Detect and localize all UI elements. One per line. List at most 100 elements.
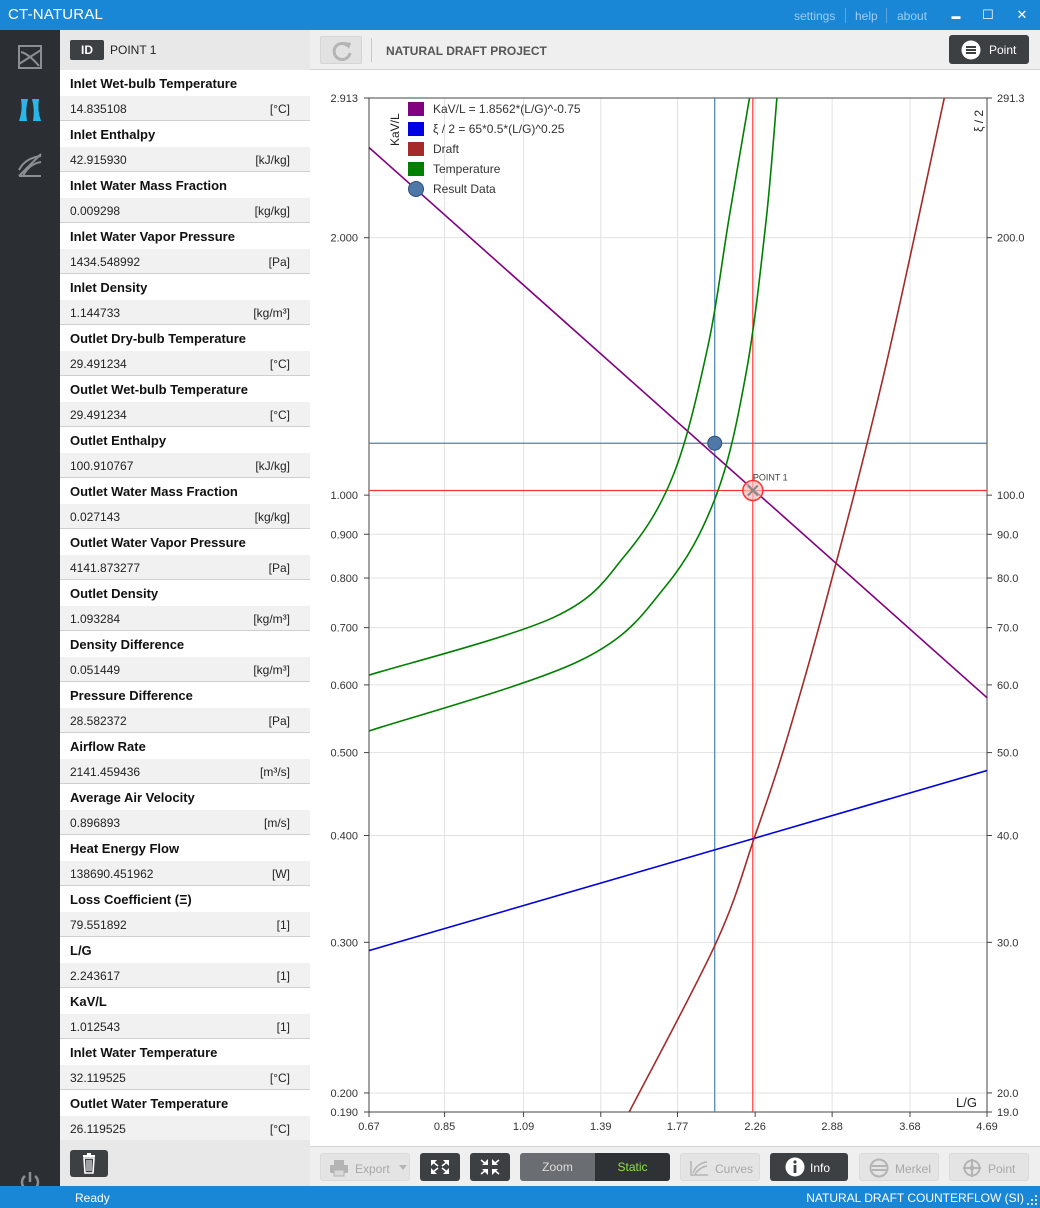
minimize-button[interactable]: ▬ [946,6,966,24]
x-tick-label: 4.69 [976,1121,997,1133]
curves-label: Curves [715,1162,754,1176]
property-label: Inlet Water Vapor Pressure [70,229,235,244]
nav-chart-button[interactable] [15,42,45,72]
property-value: 14.835108 [70,102,127,116]
zoom-option[interactable]: Zoom [520,1153,595,1181]
x-axis-label: L/G [956,1095,977,1110]
close-button[interactable]: ✕ [1012,6,1032,24]
property-unit: [1] [276,918,290,932]
property-value: 0.009298 [70,204,121,218]
settings-link[interactable]: settings [794,9,836,23]
property-unit: [kg/m³] [253,306,290,320]
chart-area[interactable]: 0.67 0.85 1.09 1.39 1.77 2.26 2.88 3.68 4.69 0.19… [310,70,1040,1146]
app-title: CT-NATURAL [8,6,104,23]
refresh-button[interactable] [320,36,362,64]
property-label: Loss Coefficient (Ξ) [70,892,192,907]
property-unit: [kJ/kg] [255,459,290,473]
expand-icon [431,1160,449,1174]
property-value: 0.051449 [70,663,121,677]
property-label: Density Difference [70,637,185,652]
property-value-row: 26.119525 [°C] [60,1116,310,1140]
help-link[interactable]: help [855,9,878,23]
status-bar: Ready NATURAL DRAFT COUNTERFLOW (SI) [0,1186,1040,1208]
legend-label: Result Data [433,182,496,196]
point-label: Point [988,1162,1016,1176]
series-line-1 [369,769,987,952]
property-unit: [1] [276,1020,290,1034]
property-label: Outlet Dry-bulb Temperature [70,331,247,346]
bottom-toolbar: Export Zoom Static Curves [310,1146,1040,1186]
property-label: L/G [70,943,92,958]
y-tick-label: 0.800 [330,573,358,585]
property-value: 0.027143 [70,510,121,524]
property-row: Outlet Density 1.093284 [kg/m³] [60,580,310,631]
y-tick-label: 2.913 [330,93,358,105]
property-label: KaV/L [70,994,107,1009]
property-label: Pressure Difference [70,688,193,703]
property-label: Inlet Water Temperature [70,1045,218,1060]
property-list[interactable]: Inlet Wet-bulb Temperature 14.835108 [°C] I… [60,70,310,1140]
static-option[interactable]: Static [595,1153,670,1181]
property-value: 138690.451962 [70,867,154,881]
close-icon: ✕ [1016,7,1028,22]
resize-grip-icon[interactable] [1026,1194,1038,1206]
property-label: Outlet Water Mass Fraction [70,484,238,499]
property-label: Inlet Wet-bulb Temperature [70,76,238,91]
y2-tick-label: 100.0 [997,490,1025,502]
delete-button[interactable] [70,1150,108,1177]
property-row: Outlet Wet-bulb Temperature 29.491234 [°C] [60,376,310,427]
legend-swatch [408,142,424,156]
property-value: 79.551892 [70,918,127,932]
property-value-row: 138690.451962 [W] [60,861,310,885]
x-tick-label: 1.09 [513,1121,534,1133]
about-link[interactable]: about [897,9,928,23]
info-button[interactable]: Info [770,1153,848,1181]
title-bar: CT-NATURAL settings help about ▬ ☐ ✕ [0,0,1040,30]
merkel-chart[interactable]: 0.67 0.85 1.09 1.39 1.77 2.26 2.88 3.68 4.69 0.19… [310,70,1040,1146]
collapse-button[interactable] [470,1153,510,1181]
property-value: 26.119525 [70,1122,126,1136]
merkel-button[interactable]: Merkel [859,1153,939,1181]
point-mode-button[interactable]: Point [949,35,1029,64]
property-unit: [kJ/kg] [255,153,290,167]
expand-button[interactable] [420,1153,460,1181]
x-tick-label: 2.26 [744,1121,765,1133]
property-row: Inlet Water Mass Fraction 0.009298 [kg/kg] [60,172,310,223]
export-button[interactable]: Export [320,1153,410,1181]
y2-tick-label: 30.0 [997,937,1018,949]
series-line-2 [628,98,946,1112]
legend-label: ξ / 2 = 65*0.5*(L/G)^0.25 [433,122,565,136]
collapse-icon [480,1159,500,1175]
property-unit: [°C] [269,408,290,422]
legend-label: Draft [433,142,460,156]
property-value-row: 32.119525 [°C] [60,1065,310,1089]
property-row: Pressure Difference 28.582372 [Pa] [60,682,310,733]
property-row: Outlet Water Temperature 26.119525 [°C] [60,1090,310,1140]
nav-tower-button[interactable] [15,95,45,125]
y-tick-label: 0.900 [330,529,358,541]
point-header: ID POINT 1 [60,30,310,70]
maximize-button[interactable]: ☐ [978,6,998,24]
legend-swatch [408,162,424,176]
property-unit: [kg/kg] [254,204,290,218]
zoom-static-toggle[interactable]: Zoom Static [520,1153,670,1181]
main-area: NATURAL DRAFT PROJECT Point 0.67 0.85 1.09… [310,30,1040,1186]
point-button[interactable]: Point [949,1153,1029,1181]
series-line-4 [369,98,778,732]
curves-button[interactable]: Curves [680,1153,760,1181]
property-row: Inlet Density 1.144733 [kg/m³] [60,274,310,325]
y-tick-label: 0.500 [330,748,358,760]
property-unit: [°C] [269,1071,290,1085]
property-value-row: 29.491234 [°C] [60,351,310,375]
y2-tick-label: 80.0 [997,573,1018,585]
minimize-icon: ▬ [951,11,961,21]
y-axis-label: KaV/L [388,113,402,146]
chart-diagram-icon [18,45,42,69]
y-tick-label: 0.600 [330,680,358,692]
x-tick-label: 0.67 [358,1121,379,1133]
nav-curves-button[interactable] [15,150,45,180]
property-value: 32.119525 [70,1071,126,1085]
y-tick-label: 0.400 [330,830,358,842]
legend-label: Temperature [433,162,501,176]
y-tick-label: 0.200 [330,1088,358,1100]
